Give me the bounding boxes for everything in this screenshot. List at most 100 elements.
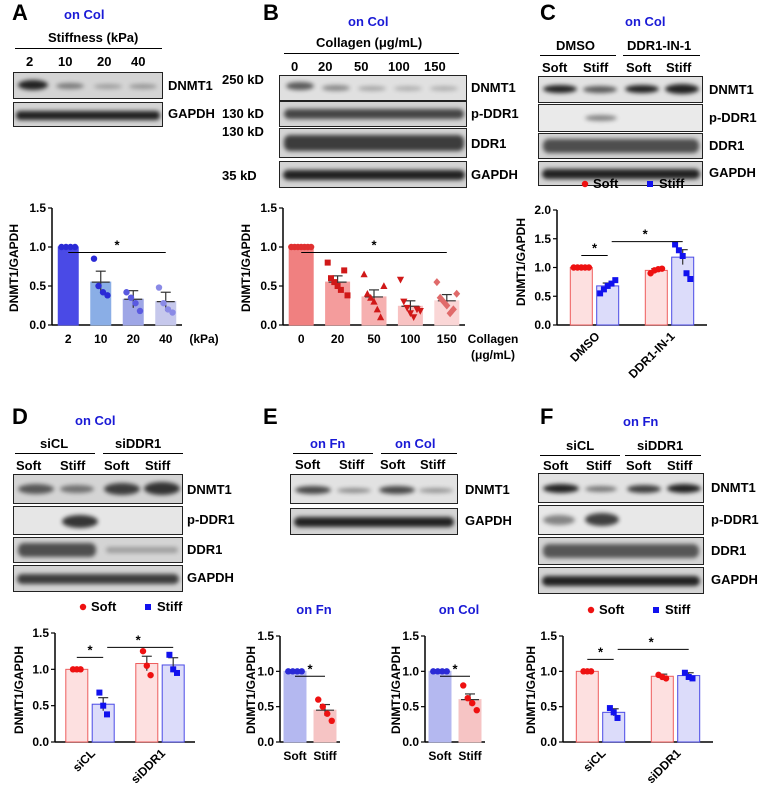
y-tick-label: 0.0 <box>29 318 46 332</box>
data-point <box>344 292 351 299</box>
x-tick-label: DDR1-IN-1 <box>626 329 678 381</box>
legend-marker-soft <box>587 606 595 614</box>
data-point <box>681 669 688 676</box>
group-line <box>623 55 700 56</box>
panel-f-lane: Stiff <box>667 458 693 473</box>
data-point <box>99 289 107 296</box>
data-point <box>331 279 338 286</box>
panel-label-e: E <box>263 404 278 429</box>
data-point <box>679 253 686 259</box>
blot-row-label: GAPDH <box>187 570 234 585</box>
blot-d-ddr1 <box>13 537 183 563</box>
panel-e-lane: Stiff <box>339 457 365 472</box>
data-point <box>449 305 457 314</box>
blot-d-dnmt1 <box>13 474 183 504</box>
x-tick-label: 100 <box>400 332 420 346</box>
group-line <box>540 455 620 456</box>
bar <box>569 267 593 326</box>
x-tick-label: Stiff <box>313 749 337 763</box>
x-axis-label: (kPa) <box>189 332 218 346</box>
data-point <box>155 284 163 291</box>
data-point <box>433 278 441 287</box>
data-point <box>95 282 102 290</box>
blot-b-dnmt1 <box>279 75 467 101</box>
panel-b-lane: 20 <box>318 59 333 74</box>
panel-e-lane: Soft <box>295 457 321 472</box>
blot-c-ddr1 <box>538 133 703 159</box>
data-point <box>160 299 167 307</box>
data-point <box>96 689 103 696</box>
data-point <box>473 707 480 714</box>
blot-row-label: GAPDH <box>471 167 518 182</box>
data-point <box>67 243 74 251</box>
data-point <box>443 301 451 310</box>
data-point <box>600 286 607 293</box>
significance-star: * <box>136 632 142 647</box>
data-point <box>439 668 446 675</box>
mw-marker: 130 kD <box>222 106 264 121</box>
blot-row-label: p-DDR1 <box>711 512 759 527</box>
group-line <box>103 453 183 454</box>
y-tick-label: 0.5 <box>540 700 557 714</box>
legend-label-soft: Soft <box>593 176 619 191</box>
bar <box>575 670 599 743</box>
panel-c-group: DDR1-IN-1 <box>627 38 692 53</box>
panel-b-condition: on Col <box>348 14 389 29</box>
bar <box>325 281 351 326</box>
blot-c-dnmt1 <box>538 76 703 103</box>
significance-star: * <box>307 661 313 676</box>
legend-marker-stiff <box>647 181 653 187</box>
panel-a-lane: 20 <box>97 54 112 69</box>
data-point <box>672 241 679 248</box>
y-tick-label: 0.0 <box>32 735 49 749</box>
data-point <box>58 243 65 251</box>
y-tick-label: 1.0 <box>260 240 277 254</box>
data-point <box>406 310 414 318</box>
blot-row-label: DNMT1 <box>465 482 510 497</box>
y-tick-label: 1.0 <box>540 664 557 678</box>
data-point <box>360 270 368 278</box>
y-tick-label: 1.5 <box>29 201 46 215</box>
x-axis-label-unit: (μg/mL) <box>471 348 515 362</box>
data-point <box>370 297 378 305</box>
blot-row-label: DDR1 <box>709 138 745 153</box>
y-axis-label: DNMT1/GAPDH <box>524 646 538 734</box>
data-point <box>606 705 613 712</box>
data-point <box>400 298 408 306</box>
x-tick-label: 2 <box>65 332 72 346</box>
group-line <box>15 453 95 454</box>
y-tick-label: 0.0 <box>260 318 277 332</box>
y-axis-label: DNMT1/GAPDH <box>239 224 253 312</box>
panel-a-lane: 2 <box>26 54 34 69</box>
panel-d-lane: Soft <box>104 458 130 473</box>
data-point <box>683 270 690 277</box>
y-tick-label: 1.5 <box>402 629 419 643</box>
panel-a-header: Stiffness (kPa) <box>48 30 139 45</box>
y-axis-label: DNMT1/GAPDH <box>12 646 26 734</box>
data-point <box>604 282 611 289</box>
legend-label-soft: Soft <box>91 599 117 614</box>
y-tick-label: 0.5 <box>29 279 46 293</box>
data-point <box>127 294 135 301</box>
x-tick-label: 0 <box>298 332 305 346</box>
x-tick-label: 40 <box>159 332 173 346</box>
blot-f-pddr1 <box>538 505 704 535</box>
y-tick-label: 0.5 <box>257 700 274 714</box>
blot-d-gapdh <box>13 565 183 592</box>
bar <box>65 668 89 743</box>
data-point <box>285 668 292 675</box>
mw-marker: 250 kD <box>222 72 264 87</box>
data-point <box>373 305 381 313</box>
y-tick-label: 1.0 <box>402 664 419 678</box>
blot-f-ddr1 <box>538 537 704 565</box>
data-point <box>319 703 326 710</box>
panel-f-lane: Soft <box>543 458 569 473</box>
blot-row-label: GAPDH <box>709 165 756 180</box>
bar <box>458 699 482 743</box>
x-tick-label: 20 <box>331 332 345 346</box>
data-point <box>377 313 385 321</box>
bar <box>602 711 626 743</box>
data-point <box>324 710 331 717</box>
data-point <box>104 292 111 299</box>
data-point <box>585 264 593 271</box>
